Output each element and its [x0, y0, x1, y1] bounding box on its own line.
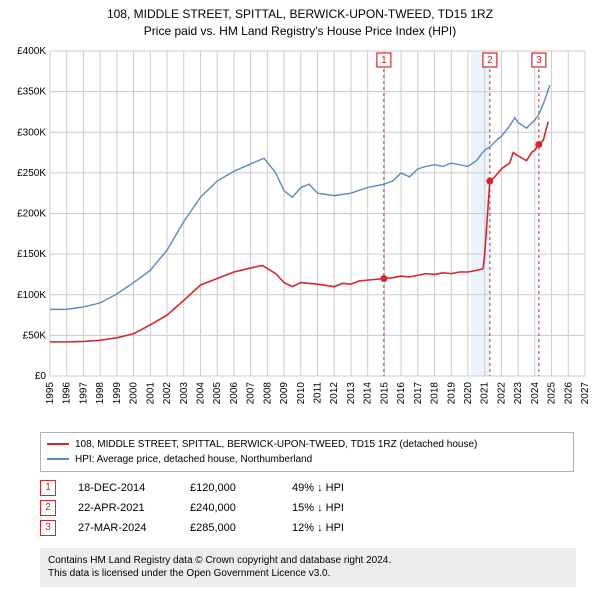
- xtick-label: 2025: [547, 381, 558, 404]
- xtick-label: 2006: [229, 381, 240, 404]
- note-date: 22-APR-2021: [78, 502, 168, 514]
- legend-row: HPI: Average price, detached house, Nort…: [47, 452, 567, 467]
- ytick-label: £350K: [17, 86, 46, 97]
- xtick-label: 2019: [446, 381, 457, 404]
- title-line-1: 108, MIDDLE STREET, SPITTAL, BERWICK-UPO…: [0, 6, 600, 23]
- xtick-label: 1998: [95, 381, 106, 404]
- title-block: 108, MIDDLE STREET, SPITTAL, BERWICK-UPO…: [0, 0, 600, 40]
- xtick-label: 2026: [563, 381, 574, 404]
- legend: 108, MIDDLE STREET, SPITTAL, BERWICK-UPO…: [40, 432, 574, 472]
- xtick-label: 1996: [62, 381, 73, 404]
- ytick-label: £100K: [17, 289, 46, 300]
- marker-box-label: 3: [536, 55, 542, 66]
- marker-box-label: 2: [487, 55, 493, 66]
- marker-point: [535, 141, 542, 148]
- legend-swatch: [47, 458, 69, 460]
- xtick-label: 2015: [379, 381, 390, 404]
- legend-row: 108, MIDDLE STREET, SPITTAL, BERWICK-UPO…: [47, 437, 567, 452]
- footer: Contains HM Land Registry data © Crown c…: [40, 548, 576, 587]
- xtick-label: 2000: [129, 381, 140, 404]
- xtick-label: 2027: [580, 381, 590, 404]
- xtick-label: 2009: [279, 381, 290, 404]
- xtick-label: 2002: [162, 381, 173, 404]
- note-price: £120,000: [190, 482, 270, 494]
- xtick-label: 2013: [346, 381, 357, 404]
- ytick-label: £50K: [23, 330, 47, 341]
- legend-swatch: [47, 443, 69, 445]
- xtick-label: 2008: [262, 381, 273, 404]
- note-date: 18-DEC-2014: [78, 482, 168, 494]
- ytick-label: £0: [35, 371, 47, 382]
- xtick-label: 2021: [480, 381, 491, 404]
- xtick-label: 1995: [45, 381, 56, 404]
- marker-point: [380, 275, 387, 282]
- note-marker: 2: [40, 500, 56, 516]
- xtick-label: 2020: [463, 381, 474, 404]
- note-delta: 15% ↓ HPI: [292, 502, 344, 514]
- footer-line-2: This data is licensed under the Open Gov…: [48, 567, 568, 581]
- xtick-label: 2011: [313, 381, 324, 403]
- xtick-label: 2018: [430, 381, 441, 404]
- xtick-label: 2003: [179, 381, 190, 404]
- note-row: 2 22-APR-2021 £240,000 15% ↓ HPI: [40, 498, 590, 518]
- ytick-label: £200K: [17, 208, 46, 219]
- xtick-label: 2012: [329, 381, 340, 404]
- note-row: 1 18-DEC-2014 £120,000 49% ↓ HPI: [40, 478, 590, 498]
- note-row: 3 27-MAR-2024 £285,000 12% ↓ HPI: [40, 518, 590, 538]
- sale-notes: 1 18-DEC-2014 £120,000 49% ↓ HPI 2 22-APR-202…: [40, 478, 590, 538]
- xtick-label: 2022: [496, 381, 507, 404]
- title-line-2: Price paid vs. HM Land Registry's House …: [0, 23, 600, 40]
- xtick-label: 1999: [112, 381, 123, 404]
- legend-label: HPI: Average price, detached house, Nort…: [75, 452, 312, 467]
- note-price: £240,000: [190, 502, 270, 514]
- xtick-label: 2001: [145, 381, 156, 404]
- note-marker: 1: [40, 480, 56, 496]
- marker-point: [486, 177, 493, 184]
- xtick-label: 2017: [413, 381, 424, 404]
- xtick-label: 2016: [396, 381, 407, 404]
- marker-box-label: 1: [381, 55, 387, 66]
- ytick-label: £400K: [17, 46, 46, 57]
- chart: £0 £50K £100K £150K £200K £250K £300K £350K £400…: [10, 46, 590, 426]
- note-date: 27-MAR-2024: [78, 522, 168, 534]
- legend-label: 108, MIDDLE STREET, SPITTAL, BERWICK-UPO…: [75, 437, 477, 452]
- chart-page: 108, MIDDLE STREET, SPITTAL, BERWICK-UPO…: [0, 0, 600, 590]
- ytick-label: £250K: [17, 167, 46, 178]
- xtick-label: 2014: [363, 381, 374, 404]
- xtick-label: 2007: [246, 381, 257, 404]
- xtick-label: 1997: [78, 381, 89, 404]
- note-delta: 49% ↓ HPI: [292, 482, 344, 494]
- xtick-label: 2004: [195, 381, 206, 404]
- xtick-label: 2023: [513, 381, 524, 404]
- xtick-label: 2010: [296, 381, 307, 404]
- ytick-label: £300K: [17, 127, 46, 138]
- ytick-label: £150K: [17, 249, 46, 260]
- xtick-label: 2024: [530, 381, 541, 404]
- chart-svg: £0 £50K £100K £150K £200K £250K £300K £350K £400…: [10, 46, 590, 426]
- footer-line-1: Contains HM Land Registry data © Crown c…: [48, 554, 568, 568]
- note-price: £285,000: [190, 522, 270, 534]
- note-marker: 3: [40, 520, 56, 536]
- note-delta: 12% ↓ HPI: [292, 522, 344, 534]
- xtick-label: 2005: [212, 381, 223, 404]
